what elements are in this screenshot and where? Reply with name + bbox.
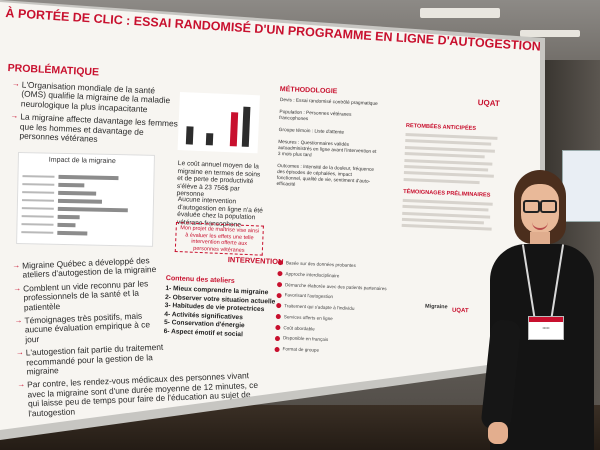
chart-bar — [57, 230, 88, 236]
chart-label — [22, 175, 55, 178]
methodology-item: Population : Personnes vétéranes francop… — [279, 109, 352, 123]
bullet-icon — [276, 292, 282, 298]
cost-bar — [185, 126, 194, 145]
list-item: Approche interdisciplinaire — [277, 271, 387, 280]
bullet-icon — [277, 260, 283, 266]
placeholder-line — [405, 132, 498, 140]
chart-label — [21, 231, 54, 234]
intervention-features: Basée sur des données probantes Approche… — [274, 260, 387, 361]
bullet-icon — [275, 324, 281, 331]
methodology-item: Devis : Essai randomisé contrôlé pragmat… — [279, 98, 378, 107]
project-box: Mon projet de maîtrise vise ainsi à éval… — [174, 222, 264, 256]
bullet-icon — [274, 335, 281, 341]
badge-text: ••••• — [542, 325, 550, 330]
uqat-logo: UQAT — [477, 98, 501, 109]
results-heading: RETOMBÉES ANTICIPÉES — [405, 123, 477, 132]
intervention-heading: INTERVENTION — [227, 255, 284, 267]
cost-bar — [229, 112, 239, 147]
list-item: L'autogestion fait partie du traitement … — [16, 342, 167, 377]
chart-label — [21, 223, 54, 226]
project-box-text: Mon projet de maîtrise vise ainsi à éval… — [180, 225, 260, 254]
presenter-person: ••••• — [480, 160, 600, 450]
chart-label — [21, 215, 54, 218]
chart-label — [21, 207, 54, 210]
placeholder-line — [402, 205, 489, 212]
placeholder-line — [404, 152, 485, 159]
context-list: Migraine Québec a développé des ateliers… — [12, 255, 258, 423]
chart-bar — [58, 182, 85, 188]
chart-bar — [57, 206, 128, 213]
bullet-icon — [275, 314, 281, 320]
methodology-item: Groupe témoin : Liste d'attente — [278, 127, 345, 136]
placeholder-line — [401, 224, 492, 231]
impact-chart: Impact de la migraine — [16, 152, 155, 247]
cost-bar — [205, 133, 214, 146]
chart-bar — [57, 222, 76, 228]
uqat-logo-small: UQAT — [451, 307, 469, 315]
research-poster: À PORTÉE DE CLIC : ESSAI RANDOMISÉ D'UN … — [0, 0, 540, 430]
problem-list: L'Organisation mondiale de la santé (OMS… — [9, 79, 182, 152]
methodology-item: Outcomes : Intensité de la douleur, fréq… — [276, 163, 375, 188]
list-item: Coût abordable — [275, 324, 385, 334]
bullet-icon — [274, 346, 280, 352]
list-item: Témoignages très positifs, mais aucune é… — [14, 311, 165, 345]
bullet-icon — [276, 303, 282, 309]
chart-title: Impact de la migraine — [48, 156, 116, 166]
list-item: Services offerts en ligne — [275, 314, 386, 323]
problem-heading: PROBLÉMATIQUE — [7, 62, 100, 79]
list-item: Basée sur des données probantes — [277, 260, 388, 269]
placeholder-line — [404, 164, 489, 172]
cost-text: Le coût annuel moyen de la migraine en t… — [176, 160, 261, 199]
placeholder-line — [403, 177, 480, 184]
chart-bar — [58, 174, 119, 181]
placeholder-line — [402, 211, 491, 219]
background-poster — [562, 150, 600, 222]
migraine-logo: Migraine — [424, 303, 448, 311]
list-item: Traitement qui s'adapte à l'individu — [276, 303, 386, 312]
methodology-heading: MÉTHODOLOGIE — [279, 86, 338, 96]
chart-label — [22, 183, 55, 186]
ceiling-light — [420, 8, 500, 18]
badge-stripe — [529, 317, 563, 322]
list-item: L'Organisation mondiale de la santé (OMS… — [11, 79, 182, 116]
chart-label — [21, 199, 55, 202]
smile — [532, 222, 548, 230]
placeholder-line — [404, 145, 495, 153]
chart-bar — [57, 214, 80, 220]
neck — [530, 232, 550, 246]
chart-bar — [57, 198, 103, 204]
chart-label — [22, 191, 55, 194]
list-item: Disponible en français — [274, 335, 385, 344]
placeholder-line — [401, 217, 484, 225]
bullet-icon — [276, 281, 283, 288]
chart-bar — [58, 190, 97, 196]
methodology-list: Devis : Essai randomisé contrôlé pragmat… — [276, 98, 380, 198]
hand — [488, 422, 508, 444]
bullet-icon — [277, 271, 283, 277]
list-item: Favorisant l'autogestion — [276, 292, 387, 301]
list-item: La migraine affecte davantage les femmes… — [9, 112, 180, 148]
list-item: Démarche élaborée avec des patients part… — [276, 281, 387, 291]
cost-chart — [177, 92, 260, 154]
list-item: Comblent un vide reconnu par les profess… — [13, 278, 164, 313]
glasses-icon — [523, 200, 557, 213]
list-item: Format de groupe — [274, 346, 384, 355]
list-item: Migraine Québec a développé des ateliers… — [12, 255, 163, 281]
ateliers-list: Contenu des ateliers 1- Mieux comprendre… — [163, 275, 276, 341]
ceiling-light — [520, 30, 580, 37]
name-badge: ••••• — [528, 316, 564, 340]
placeholder-line — [405, 139, 492, 146]
cost-bar — [241, 106, 251, 147]
methodology-item: Mesures : Questionnaires validés autoadm… — [277, 139, 377, 159]
